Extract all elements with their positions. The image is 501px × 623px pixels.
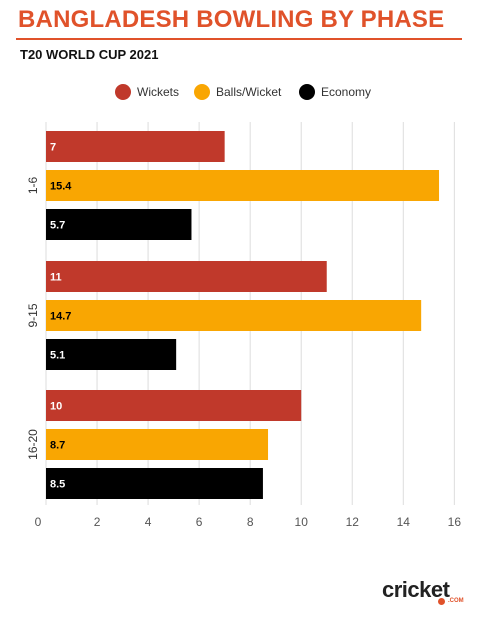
bar: [46, 339, 177, 370]
bar-value-label: 15.4: [50, 181, 72, 193]
cricket-logo: cricket: [382, 577, 450, 602]
x-tick-label: 12: [346, 515, 360, 529]
bar: [46, 300, 422, 331]
x-tick-label: 10: [295, 515, 309, 529]
category-label: 1-6: [26, 177, 40, 195]
bar-value-label: 5.7: [50, 220, 65, 232]
bar: [46, 261, 327, 292]
category-labels: 1-6 9-15 16-20: [26, 177, 40, 460]
category-label: 9-15: [26, 303, 40, 327]
bar: [46, 429, 269, 460]
chart-subtitle: T20 WORLD CUP 2021: [20, 47, 159, 62]
x-tick-label: 4: [145, 515, 152, 529]
bars: 7 15.4 5.7 11 14.7 5.1 10 8.7 8.5: [46, 131, 440, 499]
chart-title: BANGLADESH BOWLING BY PHASE: [18, 6, 445, 33]
x-tick-label: 0: [35, 515, 42, 529]
legend: Wickets Balls/Wicket Economy: [115, 84, 371, 100]
x-tick-label: 14: [397, 515, 411, 529]
bar-value-label: 10: [50, 401, 62, 413]
title-underline: [16, 38, 462, 40]
bar-value-label: 11: [50, 272, 62, 284]
logo-suffix: .COM: [448, 598, 464, 604]
bar-value-label: 7: [50, 142, 56, 154]
x-tick-label: 6: [196, 515, 203, 529]
legend-marker: [299, 84, 315, 100]
category-label: 16-20: [26, 429, 40, 460]
bar-value-label: 5.1: [50, 350, 65, 362]
legend-marker: [194, 84, 210, 100]
bar: [46, 209, 192, 240]
x-axis-ticks: 0 2 4 6 8 10 12 14 16: [35, 515, 462, 529]
legend-marker: [115, 84, 131, 100]
x-tick-label: 16: [448, 515, 462, 529]
legend-label: Wickets: [137, 85, 179, 99]
bar: [46, 390, 302, 421]
bar-value-label: 14.7: [50, 311, 71, 323]
bar: [46, 131, 225, 162]
x-tick-label: 8: [247, 515, 254, 529]
legend-label: Economy: [321, 85, 371, 99]
logo-dot-icon: [438, 598, 445, 605]
bar-value-label: 8.5: [50, 479, 65, 491]
bar: [46, 468, 263, 499]
bar: [46, 170, 440, 201]
legend-label: Balls/Wicket: [216, 85, 282, 99]
bar-value-label: 8.7: [50, 440, 65, 452]
x-tick-label: 2: [94, 515, 101, 529]
